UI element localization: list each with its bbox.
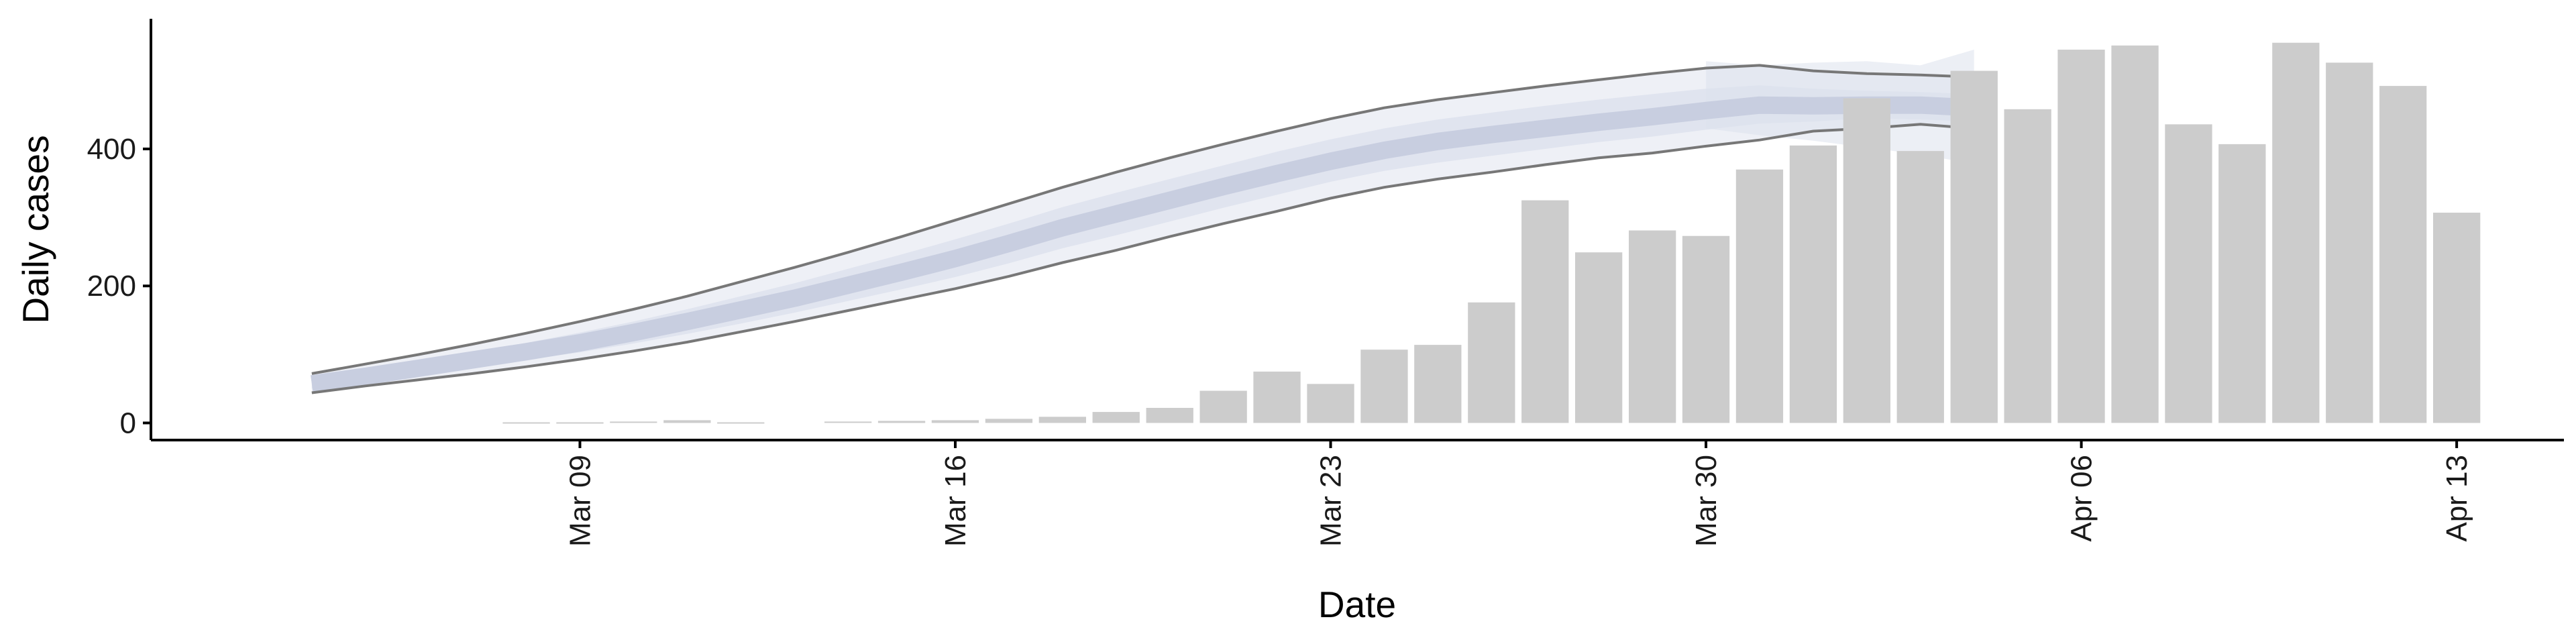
bar [1360, 350, 1408, 423]
bar [2326, 62, 2373, 423]
bar [1146, 408, 1193, 423]
bar [663, 420, 711, 423]
axes [150, 19, 2564, 441]
bar [1521, 200, 1569, 423]
bar [610, 421, 657, 423]
estimate-band-core [310, 96, 1975, 393]
bar [2165, 124, 2212, 423]
bar [877, 421, 926, 423]
bar [2111, 45, 2159, 423]
x-ticks: Mar 09 Mar 16 Mar 23 Mar 30 Apr 06 Apr 13 [564, 440, 2473, 547]
x-tick-label: Mar 09 [564, 455, 597, 547]
x-tick-label: Mar 30 [1690, 455, 1723, 547]
x-tick-label: Mar 16 [939, 455, 972, 547]
bar [2433, 213, 2481, 423]
y-tick-label: 200 [87, 270, 136, 303]
bar [556, 422, 604, 424]
bar [1575, 252, 1623, 423]
bar [2057, 50, 2105, 423]
estimate-upper-line [311, 64, 1974, 375]
bar [1307, 384, 1354, 423]
bar [1038, 417, 1086, 423]
bar [824, 421, 872, 423]
x-tick-label: Apr 06 [2065, 455, 2098, 542]
case-bars [502, 42, 2481, 424]
bar [1629, 230, 1676, 423]
y-tick-label: 0 [120, 407, 136, 439]
x-axis-title: Date [1318, 584, 1396, 625]
bar [1735, 169, 1784, 423]
y-ticks: 0 200 400 [87, 133, 151, 439]
bar [2004, 109, 2051, 423]
bar [1199, 390, 1247, 423]
bar [2218, 144, 2266, 423]
bar [1682, 235, 1730, 423]
bar [2272, 42, 2320, 423]
bar [1843, 98, 1890, 423]
bar [1253, 371, 1301, 423]
bar [2379, 86, 2427, 423]
estimate-band [310, 50, 1975, 394]
estimate-lower-line [311, 123, 1974, 394]
y-tick-label: 400 [87, 133, 136, 166]
bar [931, 420, 979, 423]
bar [985, 419, 1033, 423]
bar [1896, 151, 1944, 423]
bar [1950, 70, 1998, 423]
y-axis-title: Daily cases [15, 135, 56, 323]
bar [1468, 302, 1515, 423]
x-tick-label: Apr 13 [2440, 455, 2473, 542]
bar [1092, 412, 1140, 423]
bar [717, 422, 765, 424]
bar [1414, 345, 1462, 423]
bar [502, 422, 550, 424]
bar [1789, 145, 1837, 423]
x-tick-label: Mar 23 [1315, 455, 1348, 547]
